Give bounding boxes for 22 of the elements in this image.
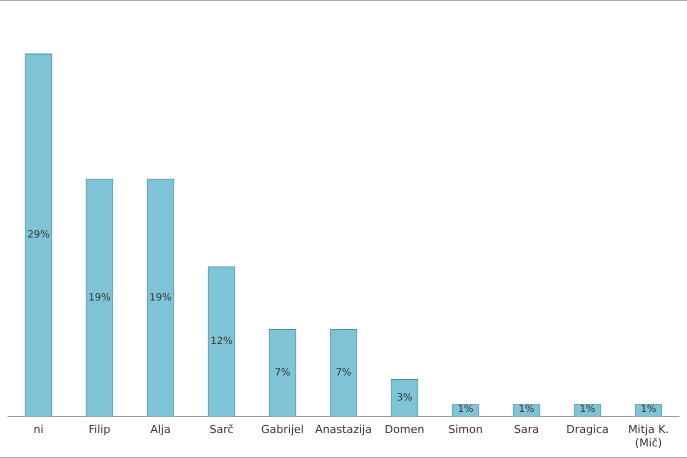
data-label: 1% xyxy=(580,404,596,416)
data-label: 1% xyxy=(458,404,474,416)
data-label: 7% xyxy=(274,367,290,378)
data-label: 19% xyxy=(149,292,172,304)
x-tick-label: Gabrijel xyxy=(261,423,304,436)
x-tick-label: Simon xyxy=(448,423,483,436)
x-tick-label: Sara xyxy=(514,423,539,436)
x-tick-label: Sarč xyxy=(209,423,234,436)
data-label: 3% xyxy=(396,392,412,404)
data-label: 1% xyxy=(640,404,656,416)
x-tick-label: Anastazija xyxy=(315,423,372,436)
data-label: 12% xyxy=(210,336,233,348)
x-tick-label: Mitja K. (Mič) xyxy=(628,423,669,450)
x-tick-label: Alja xyxy=(150,423,171,436)
data-label: 29% xyxy=(27,230,50,241)
data-label: 7% xyxy=(336,367,352,378)
x-tick-label: Dragica xyxy=(566,423,609,436)
x-tick-label: Filip xyxy=(88,423,110,436)
x-tick-label: Domen xyxy=(384,423,424,436)
x-tick-label: ni xyxy=(33,423,44,436)
data-label: 19% xyxy=(88,292,111,304)
data-label: 1% xyxy=(518,404,534,416)
